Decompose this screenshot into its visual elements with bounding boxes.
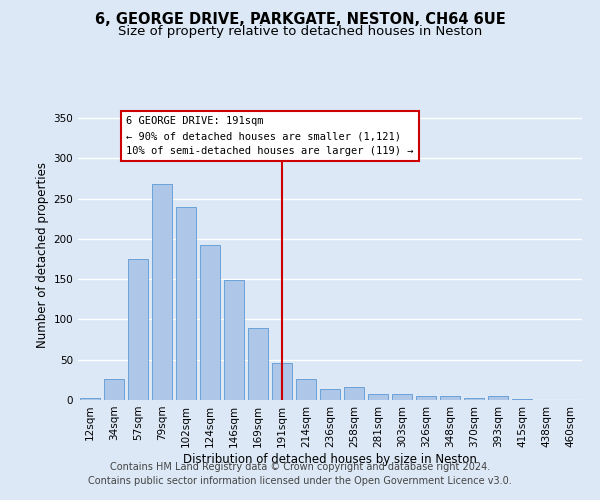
- Text: Contains public sector information licensed under the Open Government Licence v3: Contains public sector information licen…: [88, 476, 512, 486]
- Bar: [296, 379, 316, 400]
- Bar: [416, 396, 436, 400]
- Bar: [224, 280, 244, 400]
- Text: Contains HM Land Registry data © Crown copyright and database right 2024.: Contains HM Land Registry data © Crown c…: [110, 462, 490, 472]
- Bar: [200, 246, 220, 400]
- Y-axis label: Number of detached properties: Number of detached properties: [36, 162, 49, 348]
- X-axis label: Distribution of detached houses by size in Neston: Distribution of detached houses by size …: [183, 452, 477, 466]
- Bar: [392, 394, 412, 400]
- Bar: [464, 398, 484, 400]
- Bar: [320, 388, 340, 400]
- Bar: [152, 184, 172, 400]
- Bar: [272, 363, 292, 400]
- Bar: [512, 399, 532, 400]
- Bar: [440, 396, 460, 400]
- Text: Size of property relative to detached houses in Neston: Size of property relative to detached ho…: [118, 25, 482, 38]
- Text: 6, GEORGE DRIVE, PARKGATE, NESTON, CH64 6UE: 6, GEORGE DRIVE, PARKGATE, NESTON, CH64 …: [95, 12, 505, 28]
- Bar: [128, 259, 148, 400]
- Text: 6 GEORGE DRIVE: 191sqm
← 90% of detached houses are smaller (1,121)
10% of semi-: 6 GEORGE DRIVE: 191sqm ← 90% of detached…: [126, 116, 413, 156]
- Bar: [176, 206, 196, 400]
- Bar: [488, 396, 508, 400]
- Bar: [80, 398, 100, 400]
- Bar: [368, 394, 388, 400]
- Bar: [248, 328, 268, 400]
- Bar: [104, 379, 124, 400]
- Bar: [344, 387, 364, 400]
